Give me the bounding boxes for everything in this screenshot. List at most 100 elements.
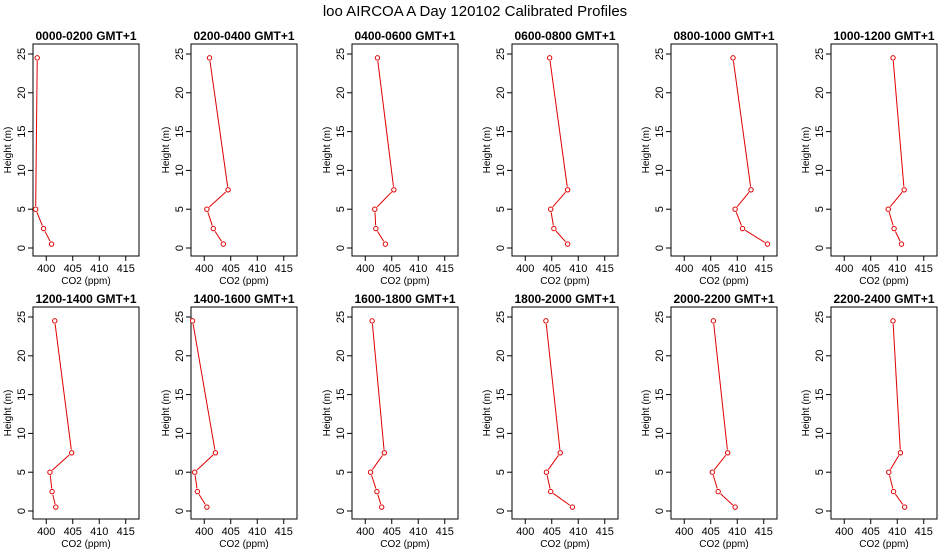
data-point <box>48 241 55 247</box>
series-segment <box>376 191 392 208</box>
y-tick-label: 5 <box>654 469 666 475</box>
panel-title: 1200-1400 GMT+1 <box>35 292 136 306</box>
y-tick-label: 15 <box>814 388 826 400</box>
x-tick-label: 405 <box>702 263 720 275</box>
y-tick-label: 20 <box>814 87 826 99</box>
x-axis-title: CO2 (ppm) <box>859 276 908 287</box>
x-tick-label: 405 <box>702 526 720 538</box>
series-segment <box>889 191 903 208</box>
data-point <box>374 488 380 495</box>
x-tick-label: 410 <box>409 263 427 275</box>
x-tick-label: 400 <box>835 263 853 275</box>
x-tick-label: 405 <box>383 526 401 538</box>
series-segment <box>52 494 56 505</box>
plot-frame <box>351 306 459 520</box>
y-axis-title: Height (m) <box>3 127 14 174</box>
y-tick-label: 15 <box>495 388 507 400</box>
y-tick-label: 0 <box>495 245 507 251</box>
data-point <box>885 206 891 212</box>
y-axis-title: Height (m) <box>641 390 652 437</box>
y-tick-label: 20 <box>495 87 507 99</box>
data-point <box>898 241 905 247</box>
y-tick-label: 0 <box>814 508 826 514</box>
x-tick-label: 400 <box>37 263 55 275</box>
data-point <box>369 318 375 324</box>
data-point <box>564 241 571 247</box>
series-segment <box>54 323 72 450</box>
series-segment <box>214 231 223 242</box>
y-tick-label: 5 <box>814 469 826 475</box>
series-segment <box>713 454 727 471</box>
x-tick-label: 410 <box>728 263 746 275</box>
panel-title: 1800-2000 GMT+1 <box>514 292 615 306</box>
x-tick-label: 400 <box>356 526 374 538</box>
x-tick-label: 405 <box>64 526 82 538</box>
y-axis-title: Height (m) <box>482 127 493 174</box>
y-tick-label: 10 <box>654 427 666 439</box>
panel-title: 0600-0800 GMT+1 <box>514 29 615 43</box>
y-tick-label: 5 <box>16 469 28 475</box>
x-tick-label: 410 <box>888 263 906 275</box>
data-point <box>68 450 75 456</box>
data-point <box>710 318 717 324</box>
data-point <box>739 225 746 232</box>
y-tick-label: 20 <box>495 350 507 362</box>
series-segment <box>49 475 53 489</box>
x-axis-title: CO2 (ppm) <box>61 276 110 287</box>
plot-frame <box>670 43 778 257</box>
x-tick-label: 410 <box>409 526 427 538</box>
x-axis-title: CO2 (ppm) <box>61 539 110 550</box>
data-point <box>206 55 213 61</box>
data-point <box>47 469 53 475</box>
data-point <box>189 318 196 324</box>
data-point <box>547 488 554 495</box>
x-tick-label: 415 <box>117 263 135 275</box>
y-tick-label: 10 <box>174 164 186 176</box>
y-tick-label: 20 <box>16 87 28 99</box>
x-tick-label: 415 <box>117 526 135 538</box>
data-point <box>564 187 571 193</box>
series-segment <box>371 455 383 470</box>
x-tick-label: 410 <box>90 263 108 275</box>
y-tick-label: 0 <box>335 245 347 251</box>
y-tick-label: 5 <box>495 206 507 212</box>
series-segment <box>892 61 905 187</box>
data-point <box>378 504 385 510</box>
data-point <box>373 225 379 232</box>
y-tick-label: 25 <box>495 311 507 323</box>
x-tick-label: 405 <box>543 263 561 275</box>
panel-7: 1200-1400 GMT+1 400 405 410 415 0 5 10 15 20 25 CO2… <box>3 292 140 550</box>
y-axis-title: Height (m) <box>482 390 493 437</box>
data-point <box>569 504 576 510</box>
plot-frame <box>190 43 298 257</box>
x-tick-label: 400 <box>675 526 693 538</box>
y-tick-label: 25 <box>174 311 186 323</box>
y-tick-label: 25 <box>814 48 826 60</box>
figure-title: loo AIRCOA A Day 120102 Calibrated Profi… <box>323 3 627 20</box>
panel-12: 2200-2400 GMT+1 400 405 410 415 0 5 10 15 20 25 CO2… <box>801 292 938 550</box>
plot-frame <box>670 306 778 520</box>
data-point <box>891 225 897 232</box>
series-segment <box>196 454 214 471</box>
panel-8: 1400-1600 GMT+1 400 405 410 415 0 5 10 15 20 25 CO2… <box>161 292 298 550</box>
y-tick-label: 5 <box>335 469 347 475</box>
x-tick-label: 415 <box>596 526 614 538</box>
panel-1: 0000-0200 GMT+1 400 405 410 415 0 5 10 15 20 25 CO2… <box>3 29 140 287</box>
x-tick-label: 415 <box>915 526 933 538</box>
data-point <box>34 55 40 61</box>
y-tick-label: 5 <box>814 206 826 212</box>
x-tick-label: 400 <box>835 526 853 538</box>
x-tick-label: 405 <box>383 263 401 275</box>
y-tick-label: 0 <box>814 245 826 251</box>
y-axis-title: Height (m) <box>322 390 333 437</box>
series-segment <box>194 475 198 489</box>
panel-title: 0800-1000 GMT+1 <box>673 29 774 43</box>
y-tick-label: 25 <box>16 48 28 60</box>
series-segment <box>545 324 561 450</box>
data-point <box>210 225 216 232</box>
plot-frame <box>511 43 619 257</box>
data-point <box>374 55 381 61</box>
x-tick-label: 410 <box>248 263 266 275</box>
x-tick-label: 405 <box>222 526 240 538</box>
panel-9: 1600-1800 GMT+1 400 405 410 415 0 5 10 15 20 25 CO2… <box>322 292 459 550</box>
